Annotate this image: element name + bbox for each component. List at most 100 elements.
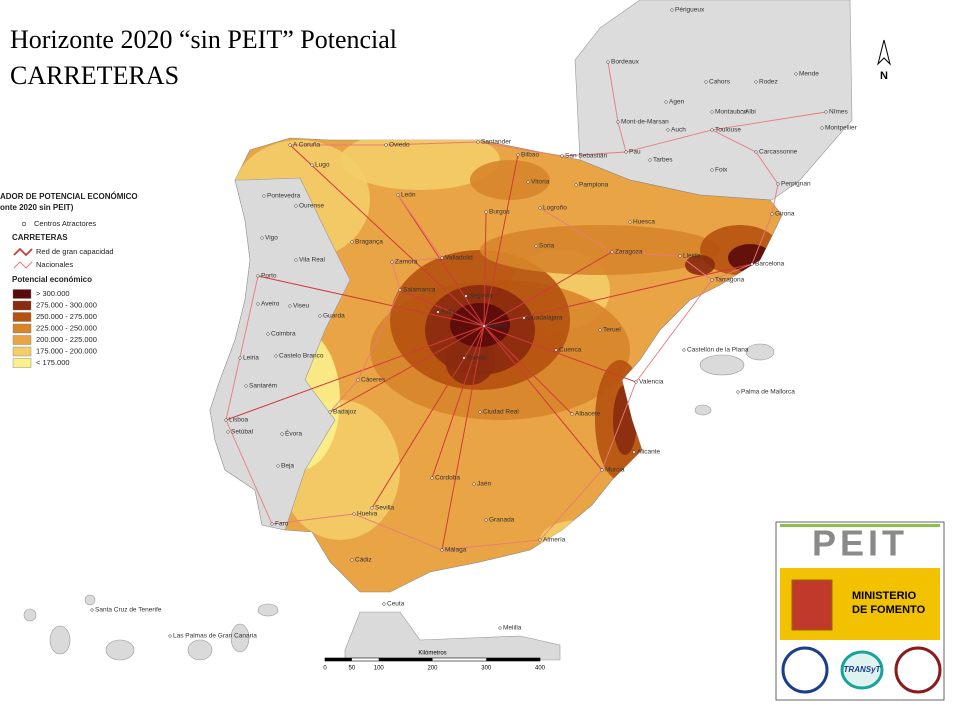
city-dot <box>554 348 558 352</box>
city-label: Barcelona <box>755 261 785 268</box>
highway <box>483 211 487 327</box>
highway <box>371 325 485 509</box>
island <box>699 354 745 376</box>
university-seal <box>894 646 942 694</box>
city-dot <box>628 220 632 224</box>
road <box>539 207 713 281</box>
title: Horizonte 2020 “sin PEIT” Potencial <box>10 25 397 54</box>
highway <box>483 325 603 471</box>
potential-zone <box>470 160 550 200</box>
city-dot <box>270 522 274 526</box>
city-label: Viseu <box>293 303 310 310</box>
city-label: Badajoz <box>333 409 357 416</box>
city-label: Mont-de-Marsan <box>621 119 669 126</box>
city-label: Huelva <box>357 511 378 518</box>
city-dot <box>256 274 260 278</box>
city-label: Castelo Branco <box>279 353 324 360</box>
city-dot <box>648 158 652 162</box>
city-label: Toledo <box>467 355 487 362</box>
city-label: Ciudad Real <box>483 409 519 416</box>
city-label: Auch <box>671 127 686 134</box>
legend-label: Red de gran capacidad <box>36 247 114 256</box>
city-label: Valencia <box>639 379 664 386</box>
city-label: Girona <box>775 211 795 218</box>
transyt-label: TRANSyT <box>844 665 882 674</box>
city-label: Santa Cruz de Tenerife <box>95 607 162 614</box>
city-dot <box>90 608 94 612</box>
highway <box>431 325 485 479</box>
island <box>49 625 71 655</box>
island <box>694 404 712 416</box>
city-dot <box>310 163 314 167</box>
city-label: Zamora <box>395 259 418 266</box>
city-dot <box>476 140 480 144</box>
city-label: Toulouse <box>715 127 741 134</box>
highway <box>257 275 485 327</box>
city-label: Las Palmas de Gran Canaria <box>173 633 257 640</box>
city-dot <box>294 258 298 262</box>
legend-label: 225.000 - 250.000 <box>36 323 97 332</box>
city-label: Sevilla <box>375 505 395 512</box>
legend-label: < 175.000 <box>36 358 70 367</box>
city-dot <box>462 356 466 360</box>
city-label: Bilbao <box>521 152 539 159</box>
city-dot <box>710 128 714 132</box>
city-label: Málaga <box>445 547 467 554</box>
city-dot <box>440 256 444 260</box>
city-label: Vitoria <box>531 179 550 186</box>
legend-heading: onte 2020 sin PEIT) <box>0 203 74 212</box>
road <box>225 183 779 551</box>
city-label: León <box>401 192 416 199</box>
city-dot <box>396 193 400 197</box>
legend-label: 275.000 - 300.000 <box>36 300 97 309</box>
city-label: Évora <box>285 429 302 438</box>
north-label: N <box>880 70 888 82</box>
legend-label: 200.000 - 225.000 <box>36 335 97 344</box>
city-label: Pamplona <box>579 182 609 189</box>
university-seal <box>781 646 829 694</box>
city-dot <box>606 60 610 64</box>
city-label: Montauban <box>715 109 748 116</box>
city-dot <box>168 634 172 638</box>
city-label: Albacete <box>575 411 601 418</box>
legend-label: Nacionales <box>36 260 73 269</box>
city-dot <box>484 210 488 214</box>
city-dot <box>664 100 668 104</box>
title: CARRETERAS <box>10 61 179 90</box>
ministry-name: DE FOMENTO <box>852 604 926 616</box>
city-dot <box>382 602 386 606</box>
highway <box>225 325 485 421</box>
island <box>187 639 213 661</box>
peit-logo: PEIT <box>812 523 908 564</box>
city-label: Alicante <box>637 449 661 456</box>
city-dot <box>256 302 260 306</box>
city-label: Oviedo <box>389 142 410 149</box>
city-dot <box>516 153 520 157</box>
city-dot <box>710 278 714 282</box>
city-label: Pau <box>629 149 641 156</box>
city-dot <box>560 154 564 158</box>
city-dot <box>666 128 670 132</box>
city-label: Porto <box>261 273 277 280</box>
city-label: Soria <box>539 243 555 250</box>
city-dot <box>534 244 538 248</box>
city-label: Granada <box>489 517 515 524</box>
legend-title: Potencial económico <box>12 275 92 284</box>
attractor-symbol <box>21 221 27 227</box>
portugal <box>209 177 351 531</box>
city-label: Foix <box>715 167 728 174</box>
city-label: Bordeaux <box>611 59 640 66</box>
city-label: Cahors <box>709 79 731 86</box>
scale-title: Kilómetros <box>418 651 446 657</box>
city-dot <box>754 150 758 154</box>
city-dot <box>274 354 278 358</box>
city-label: Murcia <box>605 467 625 474</box>
city-dot <box>610 250 614 254</box>
city-dot <box>538 538 542 542</box>
scale-segment <box>325 658 352 661</box>
city-label: Carcassonne <box>759 149 798 156</box>
city-dot <box>616 120 620 124</box>
city-label: San Sebastián <box>565 153 608 160</box>
city-dot <box>356 378 360 382</box>
legend-swatch <box>12 335 32 345</box>
